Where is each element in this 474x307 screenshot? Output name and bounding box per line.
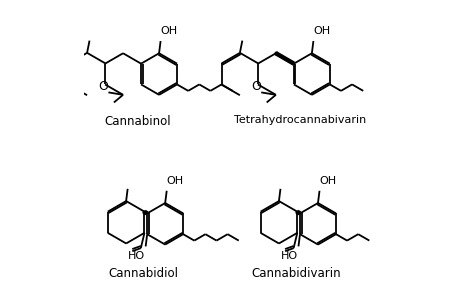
Text: OH: OH bbox=[319, 176, 337, 186]
Text: OH: OH bbox=[313, 26, 330, 37]
Text: O: O bbox=[99, 80, 109, 93]
Text: Cannabinol: Cannabinol bbox=[104, 115, 171, 128]
Text: OH: OH bbox=[161, 26, 178, 37]
Text: Cannabidiol: Cannabidiol bbox=[109, 266, 179, 280]
Text: HO: HO bbox=[281, 251, 298, 261]
Text: Cannabidivarin: Cannabidivarin bbox=[252, 266, 341, 280]
Text: Tetrahydrocannabivarin: Tetrahydrocannabivarin bbox=[234, 115, 366, 125]
Text: OH: OH bbox=[167, 176, 184, 186]
Text: O: O bbox=[251, 80, 261, 93]
Text: HO: HO bbox=[128, 251, 145, 261]
